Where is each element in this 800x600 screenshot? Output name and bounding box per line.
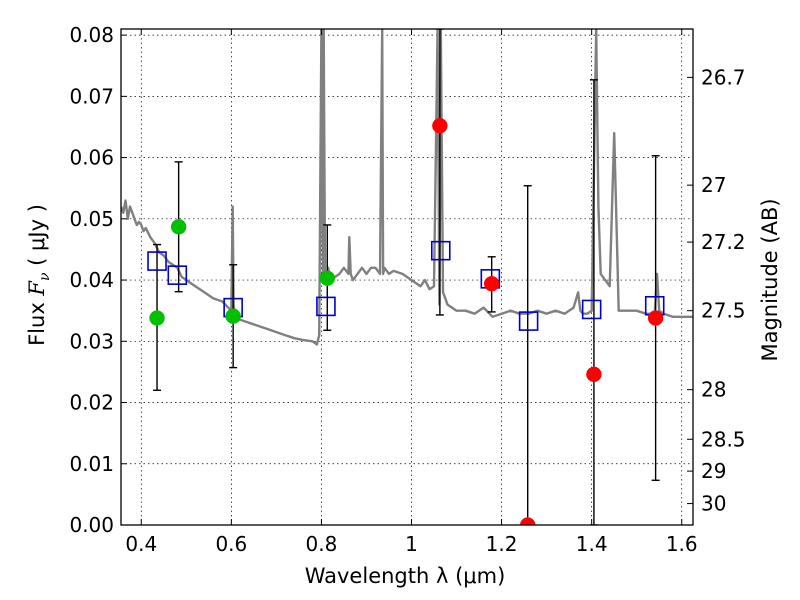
y-axis-label-prefix: Flux — [25, 296, 49, 346]
x-tick-label: 1 — [405, 532, 418, 556]
y2-tick-label: 27.5 — [701, 299, 746, 323]
x-tick-label: 1.2 — [486, 532, 518, 556]
y-tick-label: 0.08 — [69, 23, 114, 47]
template-spectrum-line — [121, 29, 693, 346]
y2-tick-label: 27 — [701, 173, 726, 197]
observed-point-green — [225, 308, 241, 324]
model-photometry-square — [581, 299, 602, 320]
x-tick-label: 1.4 — [576, 532, 608, 556]
y-axis-label-symbol: F — [25, 280, 49, 297]
secondary-y-axis-label: Magnitude (AB) — [758, 198, 782, 361]
x-axis-label: Wavelength λ (μm) — [305, 564, 506, 588]
observed-point-red — [586, 366, 602, 383]
y2-tick-label: 29 — [701, 459, 726, 483]
y-tick-label: 0.07 — [69, 84, 114, 108]
model-photometry-square — [518, 311, 539, 331]
observed-point-red — [519, 517, 536, 525]
template-line-layer — [121, 29, 693, 346]
model-photometry-square — [167, 265, 188, 285]
observed-point-green — [319, 270, 336, 286]
observed-point-green — [170, 219, 187, 235]
y2-tick-label: 26.7 — [701, 65, 746, 89]
y-tick-label: 0.04 — [69, 268, 114, 292]
model-photometry-square — [430, 240, 451, 261]
y-axis-label-suffix: ( μJy ) — [25, 204, 49, 272]
y2-tick-label: 27.2 — [701, 230, 746, 254]
observed-point-green — [149, 310, 165, 326]
x-tick-label: 0.4 — [125, 532, 157, 556]
y-tick-label: 0.05 — [69, 207, 114, 231]
y-axis-label: Flux Fν ( μJy ) — [25, 204, 53, 346]
model-photometry-square — [316, 296, 336, 317]
observed-point-red — [647, 310, 664, 326]
y-tick-label: 0.00 — [69, 513, 114, 537]
y-tick-label: 0.02 — [69, 391, 114, 415]
model-photometry-square — [147, 251, 167, 271]
y-tick-label: 0.01 — [69, 452, 114, 476]
y2-tick-label: 30 — [701, 492, 726, 516]
plot-frame — [120, 28, 694, 526]
y-tick-label: 0.03 — [69, 329, 114, 353]
tick-layer: 0.4 0.6 0.8 1 1.2 1.4 1.6 0.00 0.01 0.02 0.03 0.04 0… — [69, 23, 745, 556]
marker-layer — [147, 118, 665, 525]
x-tick-label: 0.6 — [215, 532, 247, 556]
error-bar-layer — [153, 29, 660, 525]
y-tick-label: 0.06 — [69, 146, 114, 170]
observed-point-red — [483, 275, 500, 292]
y2-tick-label: 28.5 — [701, 427, 746, 451]
x-tick-label: 1.6 — [666, 532, 698, 556]
x-tick-label: 0.8 — [306, 532, 338, 556]
observed-point-red — [432, 118, 448, 134]
y2-tick-label: 28 — [701, 378, 726, 402]
y-axis-label-subscript: ν — [37, 272, 53, 281]
